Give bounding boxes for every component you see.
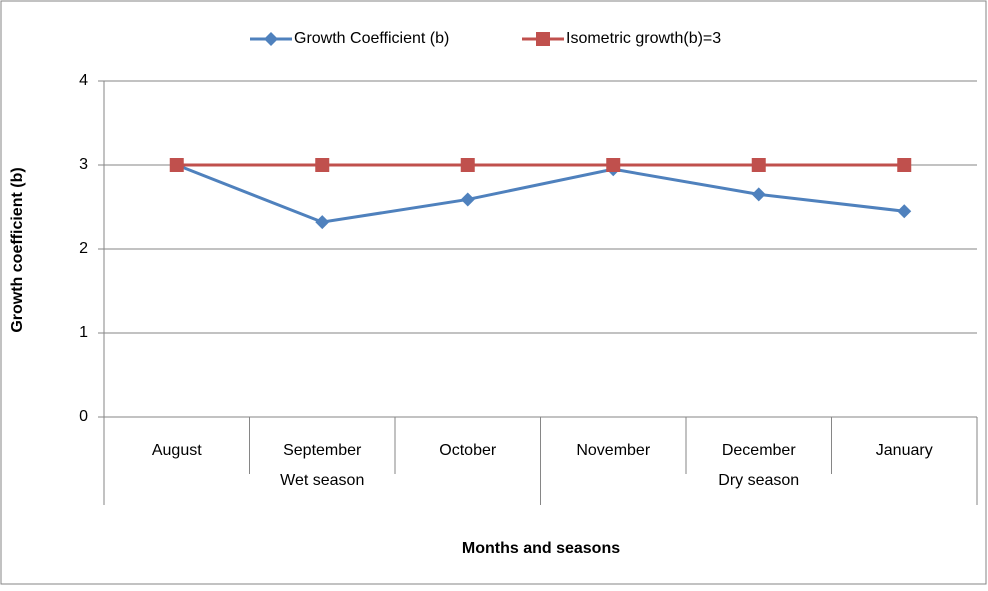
y-tick-label: 3 bbox=[79, 156, 88, 173]
point bbox=[315, 158, 330, 172]
x-axis-title: Months and seasons bbox=[462, 540, 620, 557]
x-tick-label: August bbox=[152, 442, 202, 459]
y-tick-label: 4 bbox=[79, 72, 88, 89]
group-label: Wet season bbox=[280, 472, 364, 489]
x-tick-label: December bbox=[722, 442, 796, 459]
x-tick-label: November bbox=[576, 442, 650, 459]
y-axis-title: Growth coefficient (b) bbox=[9, 167, 26, 332]
x-tick-label: October bbox=[439, 442, 497, 459]
legend-marker bbox=[264, 32, 278, 46]
point bbox=[460, 158, 475, 172]
y-tick-label: 2 bbox=[79, 240, 88, 257]
point bbox=[315, 215, 330, 230]
x-tick-label: September bbox=[283, 442, 362, 459]
point bbox=[606, 158, 621, 172]
y-tick-label: 0 bbox=[79, 408, 88, 425]
y-tick-label: 1 bbox=[79, 324, 88, 341]
x-tick-label: January bbox=[876, 442, 933, 459]
point bbox=[169, 158, 184, 172]
group-label: Dry season bbox=[718, 472, 799, 489]
legend-marker bbox=[536, 32, 550, 46]
point bbox=[751, 158, 766, 172]
series-line bbox=[176, 163, 905, 224]
point bbox=[897, 204, 912, 219]
point bbox=[460, 192, 475, 207]
legend-label: Isometric growth(b)=3 bbox=[566, 30, 721, 47]
point bbox=[897, 158, 912, 172]
legend-label: Growth Coefficient (b) bbox=[294, 30, 449, 47]
point bbox=[751, 187, 766, 202]
